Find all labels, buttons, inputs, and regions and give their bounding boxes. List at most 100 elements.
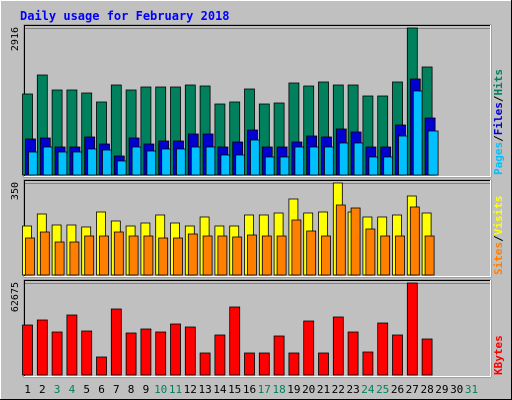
panel-area: [23, 279, 492, 378]
bar-kbytes-day-21: [318, 352, 329, 376]
bar-sites-day-10: [158, 237, 169, 276]
bar-sites-day-20: [306, 230, 317, 276]
day-label-8: 8: [128, 383, 135, 396]
legend-entry-pages: Pages: [492, 142, 505, 175]
day-label-3: 3: [54, 383, 61, 396]
legend-entry-files: Files: [492, 102, 505, 135]
day-label-2: 2: [39, 383, 46, 396]
bar-kbytes-day-4: [66, 314, 78, 376]
day-label-25: 25: [376, 383, 389, 396]
bar-sites-day-28: [424, 235, 435, 276]
day-label-13: 13: [198, 383, 211, 396]
scale-label: 350: [10, 182, 21, 200]
bar-kbytes-day-11: [170, 323, 181, 376]
bar-sites-day-19: [291, 219, 302, 276]
day-label-16: 16: [243, 383, 256, 396]
bar-kbytes-day-23: [347, 331, 359, 376]
bar-sites-day-24: [365, 228, 376, 276]
day-label-31: 31: [465, 383, 478, 396]
legend-kbytes: KBytes: [492, 335, 505, 375]
day-label-27: 27: [406, 383, 419, 396]
bar-kbytes-day-25: [377, 322, 389, 376]
bar-sites-day-15: [232, 236, 243, 276]
legend-text: Pages/Files/Hits: [492, 69, 505, 175]
day-label-24: 24: [361, 383, 375, 396]
bar-kbytes-day-10: [155, 331, 167, 376]
bar-kbytes-day-16: [244, 352, 255, 376]
panel-visits-sites: 350 Sites/Visits: [10, 179, 505, 278]
legend-separator: /: [492, 235, 505, 242]
bar-sites-day-17: [261, 235, 272, 276]
day-label-18: 18: [272, 383, 285, 396]
day-label-14: 14: [213, 383, 227, 396]
day-label-26: 26: [391, 383, 404, 396]
day-label-30: 30: [450, 383, 463, 396]
legend-text: KBytes: [492, 335, 505, 375]
bar-kbytes-day-7: [110, 308, 122, 376]
bar-kbytes-day-12: [184, 326, 196, 376]
legend-visits-sites: Sites/Visits: [492, 196, 505, 276]
legend-text: Sites/Visits: [492, 196, 505, 276]
day-label-12: 12: [184, 383, 197, 396]
day-label-21: 21: [317, 383, 330, 396]
legend-entry-hits: Hits: [492, 69, 505, 96]
bar-kbytes-day-24: [362, 351, 374, 376]
day-label-4: 4: [69, 383, 76, 396]
bar-sites-day-25: [380, 235, 391, 276]
bar-kbytes-day-5: [81, 330, 93, 376]
day-label-28: 28: [420, 383, 433, 396]
day-label-19: 19: [287, 383, 300, 396]
day-label-22: 22: [332, 383, 345, 396]
bar-kbytes-day-8: [125, 332, 137, 376]
day-label-11: 11: [169, 383, 182, 396]
bar-sites-day-3: [54, 241, 65, 276]
legend-separator: /: [492, 95, 505, 102]
day-label-5: 5: [83, 383, 90, 396]
bar-sites-day-8: [128, 235, 139, 276]
day-label-9: 9: [143, 383, 150, 396]
day-label-7: 7: [113, 383, 120, 396]
bar-sites-day-26: [395, 235, 405, 276]
bar-sites-day-4: [69, 241, 80, 276]
scale-label: 2916: [10, 27, 21, 51]
legend-entry-visits: Visits: [492, 196, 505, 236]
bar-sites-day-7: [113, 231, 124, 276]
bar-sites-day-1: [25, 237, 35, 276]
bar-kbytes-day-1: [22, 324, 33, 376]
bar-sites-day-22: [335, 204, 346, 276]
legend-entry-kbytes: KBytes: [492, 335, 505, 375]
bar-sites-day-2: [39, 231, 50, 276]
day-label-29: 29: [435, 383, 448, 396]
legend-hits-files-pages: Pages/Files/Hits: [492, 69, 505, 175]
day-label-15: 15: [228, 383, 241, 396]
day-label-20: 20: [302, 383, 315, 396]
day-label-23: 23: [346, 383, 359, 396]
chart-panels: 2916Pages/Files/Hits350Sites/Visits62675…: [10, 24, 505, 378]
bar-kbytes-day-19: [288, 352, 300, 376]
bar-kbytes-day-22: [332, 316, 344, 376]
bar-sites-day-27: [409, 206, 420, 276]
bar-sites-day-9: [143, 235, 154, 276]
bar-sites-day-16: [247, 234, 257, 276]
legend-separator: /: [492, 135, 505, 142]
legend-entry-sites: Sites: [492, 242, 505, 275]
panel-kbytes: 62675 KBytes: [10, 279, 505, 378]
bar-kbytes-day-15: [229, 306, 241, 376]
day-label-6: 6: [98, 383, 105, 396]
bar-sites-day-14: [217, 235, 228, 276]
day-label-10: 10: [154, 383, 167, 396]
day-label-17: 17: [258, 383, 271, 396]
bar-sites-day-5: [84, 235, 95, 276]
bar-sites-day-6: [99, 235, 109, 276]
bar-sites-day-12: [187, 233, 198, 276]
bar-kbytes-day-27: [406, 282, 418, 376]
bar-kbytes-day-17: [258, 352, 270, 376]
bar-sites-day-13: [202, 235, 213, 276]
bar-sites-day-23: [350, 207, 361, 276]
bar-kbytes-day-26: [392, 334, 403, 376]
bar-kbytes-day-9: [140, 328, 152, 376]
bar-kbytes-day-13: [199, 352, 211, 376]
chart-title: Daily usage for February 2018: [20, 9, 230, 23]
